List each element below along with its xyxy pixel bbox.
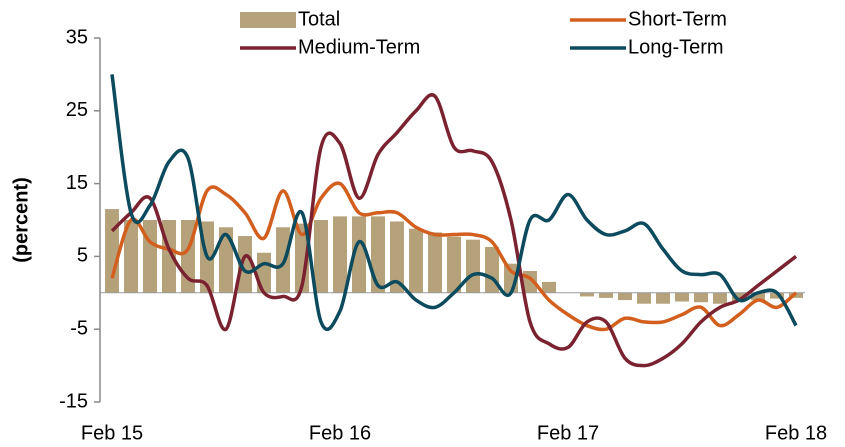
x-tick-label: Feb 16 bbox=[309, 422, 371, 444]
bar bbox=[333, 216, 347, 293]
x-tick-label: Feb 17 bbox=[537, 422, 599, 444]
legend-label: Short-Term bbox=[628, 8, 727, 30]
bar bbox=[675, 292, 689, 302]
bar bbox=[637, 292, 651, 304]
bar bbox=[143, 220, 157, 293]
bar bbox=[124, 220, 138, 293]
y-tick-label: 25 bbox=[66, 99, 88, 121]
line bbox=[110, 93, 798, 368]
bar bbox=[713, 292, 727, 304]
bar bbox=[371, 216, 385, 293]
bar bbox=[352, 216, 366, 293]
bar bbox=[751, 292, 765, 301]
bar bbox=[390, 221, 404, 293]
x-tick-label: Feb 18 bbox=[765, 422, 827, 444]
bar bbox=[238, 236, 252, 293]
bar bbox=[599, 292, 613, 298]
bar bbox=[789, 292, 803, 298]
bar bbox=[314, 220, 328, 293]
line bbox=[110, 181, 798, 332]
y-tick-label: 35 bbox=[66, 26, 88, 48]
bar bbox=[656, 292, 670, 304]
bar bbox=[466, 239, 480, 293]
y-axis-label: (percent) bbox=[10, 177, 32, 263]
bar bbox=[732, 292, 746, 302]
legend-swatch bbox=[240, 12, 296, 28]
bar bbox=[105, 209, 119, 293]
bar bbox=[542, 281, 556, 293]
line bbox=[110, 74, 798, 331]
bar bbox=[447, 236, 461, 293]
y-tick-label: -15 bbox=[59, 390, 88, 412]
bar bbox=[694, 292, 708, 303]
bar bbox=[618, 292, 632, 301]
legend-label: Total bbox=[298, 8, 340, 30]
bar bbox=[219, 227, 233, 293]
bar bbox=[770, 292, 784, 299]
bar bbox=[409, 228, 423, 293]
y-tick-label: 15 bbox=[66, 172, 88, 194]
x-tick-label: Feb 15 bbox=[81, 422, 143, 444]
legend-label: Medium-Term bbox=[298, 36, 420, 58]
legend-label: Long-Term bbox=[628, 36, 724, 58]
bar bbox=[580, 292, 594, 297]
y-tick-label: 5 bbox=[77, 245, 88, 267]
y-tick-label: -5 bbox=[70, 317, 88, 339]
bar bbox=[428, 232, 442, 293]
